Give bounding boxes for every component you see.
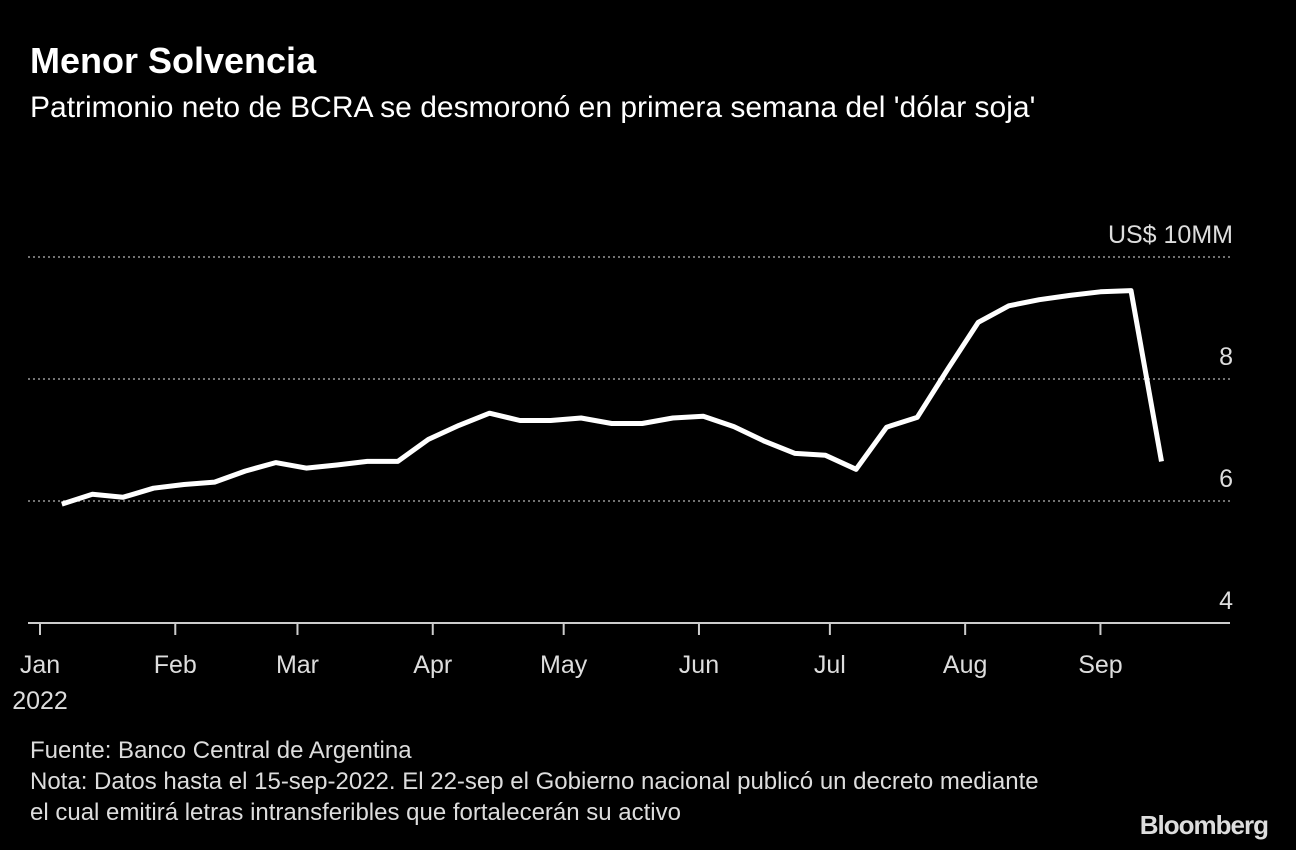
- x-tick-label: Jan: [20, 651, 60, 679]
- note: Nota: Datos hasta el 15-sep-2022. El 22-…: [30, 768, 1039, 826]
- y-tick-label: US$ 10MM: [1108, 221, 1233, 249]
- x-tick-label: Apr: [413, 651, 452, 679]
- source: Fuente: Banco Central de Argentina: [30, 737, 412, 764]
- x-tick-label: Mar: [276, 651, 319, 679]
- y-tick-label: 4: [1219, 587, 1233, 615]
- x-tick-label: Aug: [943, 651, 987, 679]
- brand-logo: Bloomberg: [1139, 810, 1269, 840]
- x-tick-label: May: [540, 651, 588, 679]
- chart-subtitle: Patrimonio neto de BCRA se desmoronó en …: [30, 91, 1036, 124]
- x-tick-label: Feb: [154, 651, 197, 679]
- chart-title: Menor Solvencia: [30, 40, 317, 81]
- x-year-label: 2022: [12, 687, 68, 715]
- x-tick-label: Jun: [679, 651, 719, 679]
- y-tick-label: 8: [1219, 343, 1233, 371]
- x-tick-label: Sep: [1078, 651, 1122, 679]
- data-line: [61, 288, 1164, 507]
- x-tick-label: Jul: [814, 651, 846, 679]
- y-tick-label: 6: [1219, 465, 1233, 493]
- chart: 4 6 8 US$ 10MM Jan Feb Mar Apr May Jun Jul Aug Sep 20…: [12, 221, 1233, 715]
